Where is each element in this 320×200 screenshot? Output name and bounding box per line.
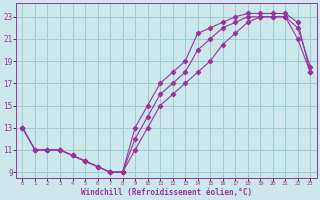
X-axis label: Windchill (Refroidissement éolien,°C): Windchill (Refroidissement éolien,°C) xyxy=(81,188,252,197)
